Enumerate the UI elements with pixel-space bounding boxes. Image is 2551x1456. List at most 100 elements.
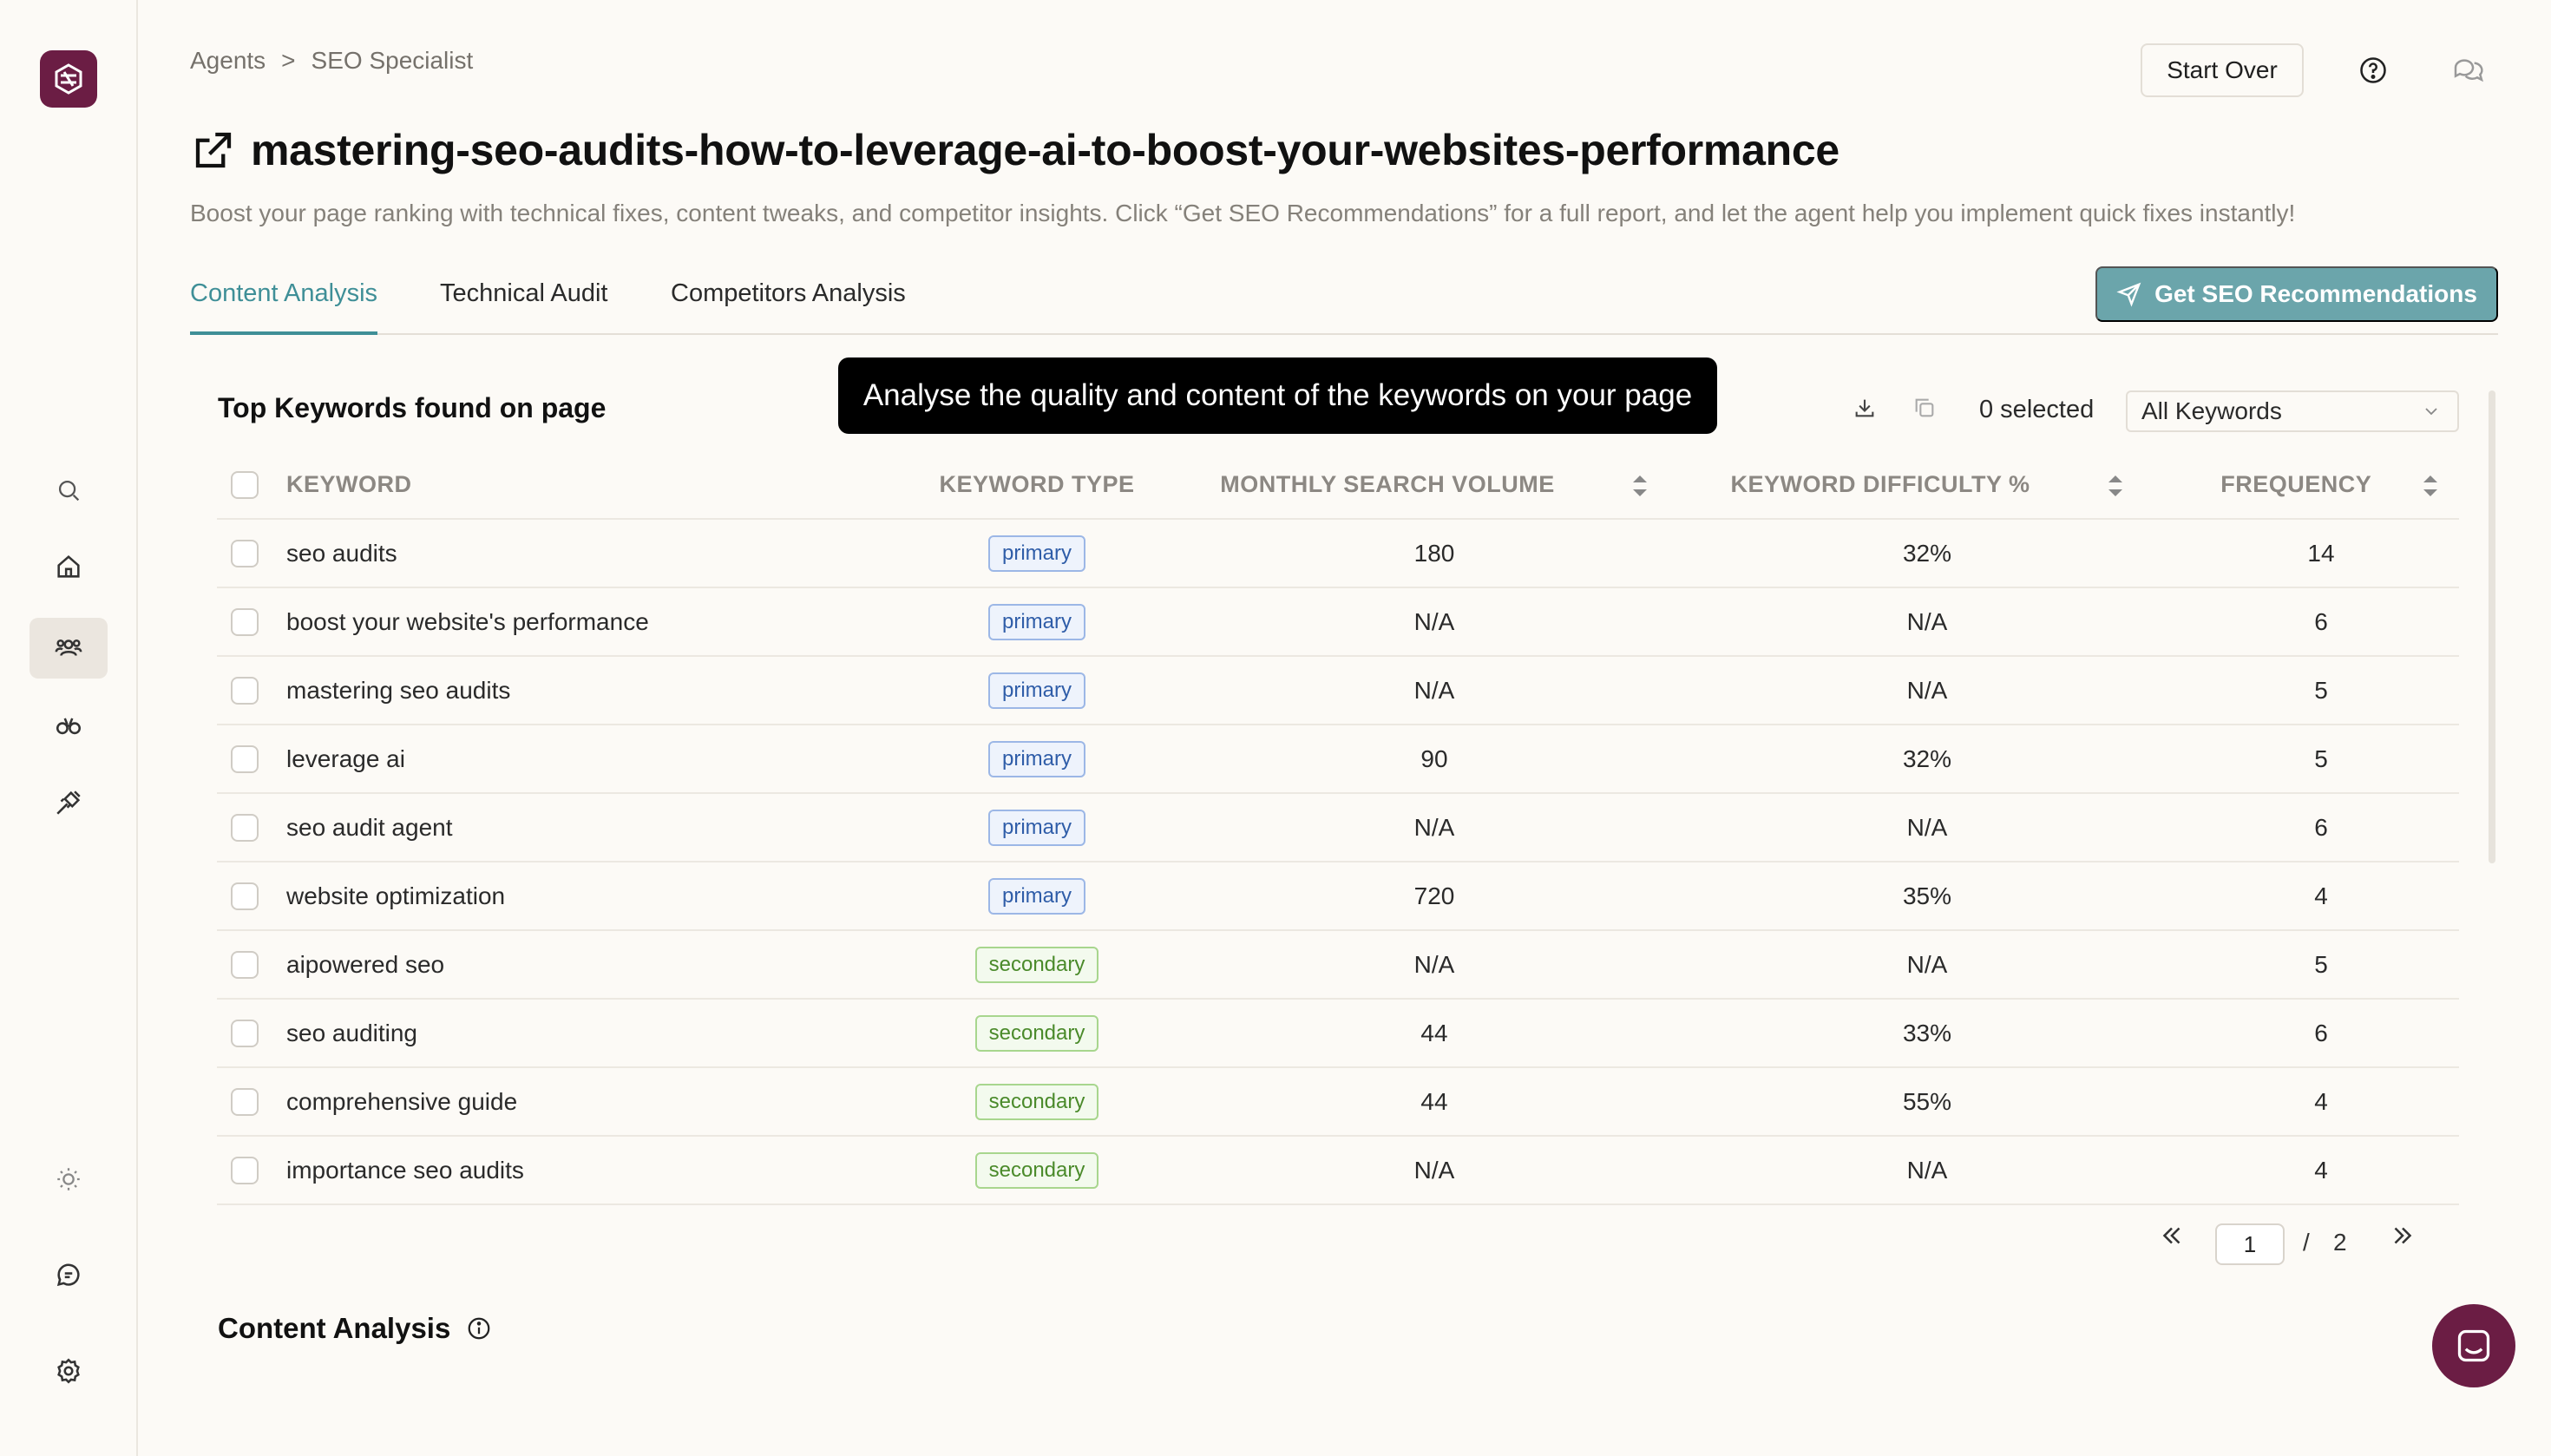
keyword-type-badge: primary: [987, 535, 1085, 572]
keyword-cell: aipowered seo: [286, 930, 876, 1000]
keyword-cell: seo audits: [286, 519, 876, 588]
frequency-cell: 14: [2183, 519, 2459, 588]
row-checkbox-cell: [217, 519, 286, 588]
breadcrumb-current: SEO Specialist: [311, 47, 474, 74]
download-icon[interactable]: [1849, 392, 1880, 423]
row-checkbox[interactable]: [231, 814, 259, 843]
chat-launcher-button[interactable]: [2432, 1304, 2515, 1387]
row-checkbox[interactable]: [231, 745, 259, 774]
comments-icon[interactable]: [2449, 50, 2489, 90]
settings-icon[interactable]: [30, 1341, 108, 1401]
breadcrumb-separator: >: [281, 47, 296, 74]
row-checkbox[interactable]: [231, 882, 259, 911]
copy-icon[interactable]: [1909, 392, 1940, 423]
start-over-button[interactable]: Start Over: [2141, 43, 2304, 97]
keyword-cell: seo audit agent: [286, 793, 876, 862]
frequency-cell: 5: [2183, 930, 2459, 1000]
select-all-checkbox[interactable]: [231, 470, 259, 499]
keyword-type-cell: primary: [876, 862, 1197, 931]
breadcrumb-agents[interactable]: Agents: [190, 47, 266, 74]
header-frequency-label: FREQUENCY: [2220, 471, 2371, 497]
table-row[interactable]: importance seo audits secondary N/A N/A 4: [217, 1136, 2459, 1205]
row-checkbox[interactable]: [231, 1088, 259, 1117]
send-icon: [2116, 282, 2141, 307]
page-total: 2: [2333, 1229, 2347, 1256]
row-checkbox-cell: [217, 793, 286, 862]
frequency-cell: 4: [2183, 1067, 2459, 1137]
keywords-table-body: seo audits primary 180 32% 14 boost your webs…: [217, 519, 2459, 1205]
table-row[interactable]: leverage ai primary 90 32% 5: [217, 725, 2459, 794]
select-all-cell: [217, 451, 286, 520]
sort-icon[interactable]: [1631, 474, 1649, 498]
tab-competitors-analysis[interactable]: Competitors Analysis: [671, 279, 906, 307]
table-scrollbar[interactable]: [2489, 390, 2495, 863]
sort-icon[interactable]: [2107, 474, 2124, 498]
keyword-type-badge: primary: [987, 603, 1085, 640]
table-row[interactable]: aipowered seo secondary N/A N/A 5: [217, 930, 2459, 1000]
get-seo-recommendations-button[interactable]: Get SEO Recommendations: [2095, 266, 2498, 322]
row-checkbox[interactable]: [231, 608, 259, 637]
agents-icon[interactable]: [30, 618, 108, 679]
info-tooltip: Analyse the quality and content of the k…: [838, 357, 1717, 434]
chevron-down-icon: [2425, 408, 2437, 416]
first-page-button[interactable]: [2157, 1221, 2187, 1250]
keyword-type-cell: primary: [876, 725, 1197, 794]
search-volume-cell: 44: [1197, 999, 1671, 1068]
row-checkbox[interactable]: [231, 1157, 259, 1185]
sort-icon[interactable]: [2422, 474, 2439, 498]
row-checkbox[interactable]: [231, 677, 259, 705]
search-icon[interactable]: [30, 460, 108, 521]
keyword-type-cell: primary: [876, 793, 1197, 862]
frequency-cell: 4: [2183, 862, 2459, 931]
keyword-type-cell: primary: [876, 656, 1197, 725]
header-keyword: KEYWORD: [286, 451, 876, 520]
content-analysis-section-header: Content Analysis: [218, 1312, 492, 1345]
row-checkbox-cell: [217, 1136, 286, 1205]
search-volume-cell: 90: [1197, 725, 1671, 794]
frequency-cell: 5: [2183, 656, 2459, 725]
home-icon[interactable]: [30, 536, 108, 597]
sun-icon[interactable]: [30, 1149, 108, 1210]
frequency-cell: 4: [2183, 1136, 2459, 1205]
binoculars-icon[interactable]: [30, 694, 108, 755]
keyword-filter-value: All Keywords: [2141, 397, 2282, 424]
row-checkbox[interactable]: [231, 540, 259, 568]
keyword-type-badge: primary: [987, 809, 1085, 846]
row-checkbox-cell: [217, 656, 286, 725]
table-row[interactable]: seo audits primary 180 32% 14: [217, 519, 2459, 588]
keyword-filter-select[interactable]: All Keywords: [2126, 390, 2459, 432]
table-row[interactable]: seo auditing secondary 44 33% 6: [217, 999, 2459, 1068]
tab-technical-audit[interactable]: Technical Audit: [440, 279, 608, 307]
difficulty-cell: N/A: [1671, 793, 2183, 862]
table-row[interactable]: comprehensive guide secondary 44 55% 4: [217, 1067, 2459, 1137]
table-row[interactable]: seo audit agent primary N/A N/A 6: [217, 793, 2459, 862]
last-page-button[interactable]: [2388, 1221, 2417, 1250]
header-frequency[interactable]: FREQUENCY: [2183, 451, 2459, 520]
table-row[interactable]: website optimization primary 720 35% 4: [217, 862, 2459, 931]
external-link-icon[interactable]: [190, 127, 237, 174]
keyword-type-badge: secondary: [974, 1083, 1099, 1120]
logo-icon: [55, 63, 82, 95]
app-logo[interactable]: [40, 50, 97, 108]
keywords-card-title: Top Keywords found on page: [218, 392, 607, 423]
page-title-row: mastering-seo-audits-how-to-leverage-ai-…: [190, 125, 1839, 175]
row-checkbox[interactable]: [231, 1020, 259, 1048]
row-checkbox[interactable]: [231, 951, 259, 980]
help-icon[interactable]: [2353, 50, 2393, 90]
search-volume-cell: N/A: [1197, 1136, 1671, 1205]
table-row[interactable]: mastering seo audits primary N/A N/A 5: [217, 656, 2459, 725]
keyword-cell: importance seo audits: [286, 1136, 876, 1205]
row-checkbox-cell: [217, 930, 286, 1000]
page-number-input[interactable]: [2215, 1223, 2285, 1265]
difficulty-cell: 32%: [1671, 519, 2183, 588]
table-row[interactable]: boost your website's performance primary N…: [217, 587, 2459, 657]
info-icon[interactable]: [466, 1315, 492, 1341]
header-search-volume[interactable]: MONTHLY SEARCH VOLUME: [1197, 451, 1671, 520]
plug-icon[interactable]: [30, 772, 108, 833]
search-volume-cell: N/A: [1197, 930, 1671, 1000]
page-subtitle: Boost your page ranking with technical f…: [190, 200, 2296, 226]
chat-icon[interactable]: [30, 1244, 108, 1305]
tab-content-analysis[interactable]: Content Analysis: [190, 276, 378, 335]
page-title: mastering-seo-audits-how-to-leverage-ai-…: [251, 126, 1839, 174]
header-keyword-difficulty[interactable]: KEYWORD DIFFICULTY %: [1671, 451, 2183, 520]
